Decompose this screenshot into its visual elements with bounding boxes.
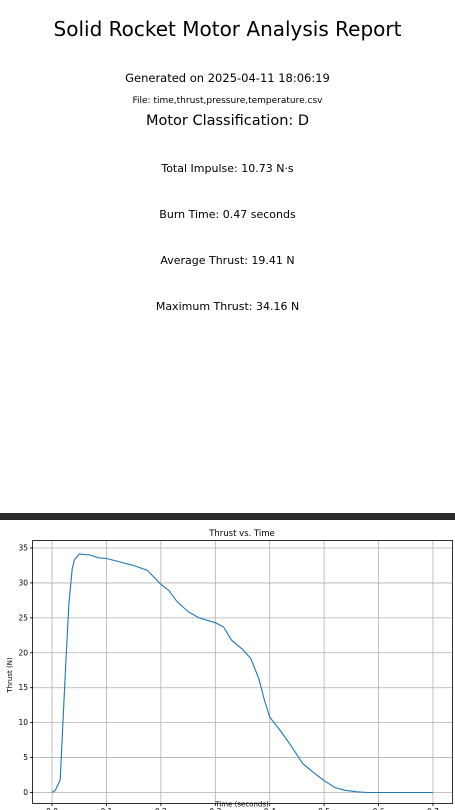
y-tick-label: 5 (23, 753, 28, 762)
y-tick-label: 20 (18, 648, 28, 657)
x-tick-label: 0.3 (209, 807, 221, 810)
report-title: Solid Rocket Motor Analysis Report (53, 17, 402, 41)
y-ticks: 0 5 10 15 20 25 30 35 (18, 543, 33, 797)
stat-burn-time: Burn Time: 0.47 seconds (159, 208, 296, 221)
y-tick-label: 25 (18, 613, 28, 622)
y-tick-label: 35 (18, 543, 28, 552)
y-tick-label: 15 (18, 683, 28, 692)
plot-frame (32, 540, 453, 804)
chart-title: Thrust vs. Time (208, 529, 275, 539)
page-divider (0, 513, 455, 520)
y-tick-label: 0 (23, 788, 28, 797)
x-tick-label: 0.1 (100, 807, 112, 810)
stat-total-impulse: Total Impulse: 10.73 N·s (161, 162, 294, 175)
thrust-chart: Thrust vs. Time 0 5 10 15 20 25 30 35 0.0 0.1 0.2… (6, 529, 453, 810)
x-ticks: 0.0 0.1 0.2 0.3 0.4 0.5 0.6 0.7 (46, 803, 439, 810)
x-axis-label: Time (seconds) (214, 801, 269, 809)
y-axis-label: Thrust (N) (6, 657, 14, 694)
stat-average-thrust: Average Thrust: 19.41 N (160, 254, 295, 267)
x-tick-label: 0.4 (264, 807, 276, 810)
generated-timestamp: Generated on 2025-04-11 18:06:19 (125, 71, 330, 85)
x-tick-label: 0.6 (373, 807, 385, 810)
thrust-series-line (51, 553, 433, 794)
y-tick-label: 10 (18, 718, 28, 727)
x-tick-label: 0.2 (155, 807, 167, 810)
grid-lines (33, 541, 452, 803)
stat-maximum-thrust: Maximum Thrust: 34.16 N (155, 300, 300, 313)
y-tick-label: 30 (18, 578, 28, 587)
x-tick-label: 0.5 (318, 807, 330, 810)
x-tick-label: 0.7 (427, 807, 439, 810)
motor-classification: Motor Classification: D (145, 113, 310, 129)
x-tick-label: 0.0 (46, 807, 58, 810)
source-file: File: time,thrust,pressure,temperature.c… (132, 96, 323, 106)
